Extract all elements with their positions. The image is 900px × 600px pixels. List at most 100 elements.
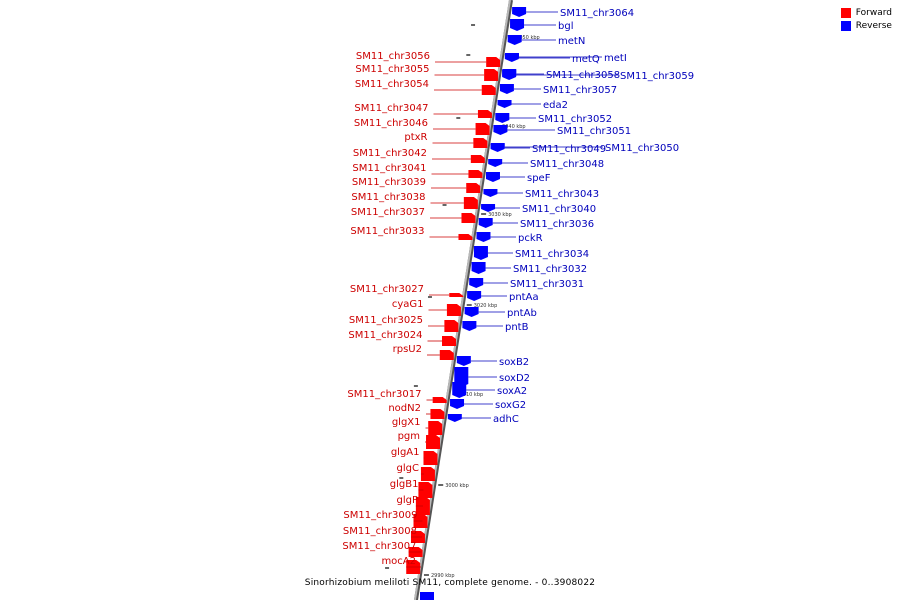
forward-gene-SM11_chr3024: [442, 336, 457, 346]
label-eda2: eda2: [543, 100, 568, 111]
label-cyaG1: cyaG1: [392, 299, 424, 310]
label-SM11_chr3036: SM11_chr3036: [520, 219, 594, 230]
forward-gene-SM11_chr3038: [463, 197, 478, 209]
forward-gene-SM11_chr3039: [466, 183, 481, 193]
label-SM11_chr3034: SM11_chr3034: [515, 249, 589, 260]
legend-reverse-swatch: [840, 21, 851, 31]
label-SM11_chr3038: SM11_chr3038: [351, 192, 425, 203]
label-SM11_chr3043: SM11_chr3043: [525, 189, 599, 200]
reverse-gene-SM11_chr3059: [502, 70, 517, 80]
label-SM11_chr3041: SM11_chr3041: [352, 163, 426, 174]
label-SM11_chr3025: SM11_chr3025: [349, 315, 423, 326]
legend-reverse: Reverse: [840, 21, 892, 31]
label-soxA2: soxA2: [497, 386, 527, 397]
label-soxB2: soxB2: [499, 357, 529, 368]
label-SM11_chr3033: SM11_chr3033: [350, 226, 424, 237]
label-pntAa: pntAa: [509, 292, 539, 303]
forward-gene-SM11_chr3037: [461, 213, 476, 223]
reverse-gene-soxA2: [452, 382, 467, 398]
reverse-gene-eda2: [497, 100, 512, 108]
label-SM11_chr3008: SM11_chr3008: [343, 526, 417, 537]
tick-label: 3000 kbp: [445, 483, 469, 489]
label-rpsU2: rpsU2: [393, 344, 422, 355]
reverse-gene-SM11_chr3034: [473, 246, 488, 260]
legend-forward-label: Forward: [855, 8, 892, 18]
forward-gene-glgX1: [428, 421, 443, 435]
forward-gene-SM11_chr3046: [475, 123, 490, 135]
label-pckR: pckR: [518, 233, 543, 244]
forward-gene-rpsU2: [439, 350, 454, 360]
label-SM11_chr3048: SM11_chr3048: [530, 159, 604, 170]
reverse-gene-SM11_chr3043: [483, 189, 498, 197]
label-SM11_chr3024: SM11_chr3024: [348, 330, 422, 341]
label-SM11_chr3042: SM11_chr3042: [353, 148, 427, 159]
tick-label: 2990 kbp: [431, 573, 455, 579]
forward-gene-SM11_chr3017: [432, 397, 447, 403]
label-glgA1: glgA1: [391, 447, 420, 458]
label-SM11_chr3047: SM11_chr3047: [354, 103, 428, 114]
label-glgC: glgC: [397, 463, 419, 474]
label-SM11_chr3054: SM11_chr3054: [355, 79, 429, 90]
reverse-gene-SM11_chr3031: [469, 278, 484, 288]
label-SM11_chr3027: SM11_chr3027: [350, 284, 424, 295]
reverse-gene-metI: [504, 53, 519, 61]
label-soxD2: soxD2: [499, 373, 530, 384]
label-SM11_chr3051: SM11_chr3051: [557, 126, 631, 137]
label-SM11_chr3009: SM11_chr3009: [343, 510, 417, 521]
tick-label: 3050 kbp: [516, 35, 540, 41]
reverse-gene-SM11_chr3032: [471, 262, 486, 274]
reverse-gene-SM11_chr3050: [490, 143, 505, 151]
label-SM11_chr3017: SM11_chr3017: [347, 389, 421, 400]
tick-label: 3020 kbp: [474, 303, 498, 309]
label-glgP: glgP: [396, 495, 418, 506]
reverse-gene-bgl: [510, 19, 525, 31]
forward-gene-pgm: [426, 435, 441, 449]
forward-gene-glgB1: [418, 482, 433, 498]
forward-gene-SM11_chr3041: [468, 170, 483, 178]
label-SM11_chr3046: SM11_chr3046: [354, 118, 428, 129]
reverse-gene-SM11_chr3057: [499, 84, 514, 94]
forward-gene-SM11_chr3056: [486, 57, 501, 67]
legend-forward: Forward: [840, 8, 892, 18]
forward-gene-SM11_chr3047: [477, 110, 492, 118]
reverse-gene-speF: [485, 172, 500, 182]
tick-label: 3030 kbp: [488, 212, 512, 218]
genome-caption: Sinorhizobium meliloti SM11, complete ge…: [304, 578, 596, 588]
label-glgX1: glgX1: [392, 417, 421, 428]
forward-gene-SM11_chr3033: [458, 234, 473, 240]
reverse-gene-adhC: [447, 414, 462, 422]
reverse-gene-bottom: [420, 592, 434, 600]
forward-gene-SM11_chr3025: [444, 320, 459, 332]
forward-gene-glgA1: [423, 451, 438, 465]
reverse-gene-pckR: [476, 232, 491, 242]
label-speF: speF: [527, 173, 551, 184]
label-adhC: adhC: [493, 414, 519, 425]
reverse-gene-SM11_chr3052: [495, 113, 510, 123]
forward-gene-SM11_chr3055: [484, 69, 499, 81]
reverse-gene-SM11_chr3048: [488, 159, 503, 167]
reverse-gene-SM11_chr3036: [478, 218, 493, 228]
label-glgB1: glgB1: [390, 479, 419, 490]
label-pntB: pntB: [505, 322, 529, 333]
reverse-gene-SM11_chr3064: [512, 7, 527, 17]
label-SM11_chr3039: SM11_chr3039: [352, 177, 426, 188]
label-nodN2: nodN2: [388, 403, 421, 414]
label-ptxR: ptxR: [404, 132, 427, 143]
label-mocA2: mocA2: [381, 556, 416, 567]
label-SM11_chr3055: SM11_chr3055: [355, 64, 429, 75]
label-SM11_chr3058: SM11_chr3058: [546, 70, 620, 81]
tick-label: 3010 kbp: [460, 392, 484, 398]
label-SM11_chr3056: SM11_chr3056: [356, 51, 430, 62]
label-metQ: metQ: [572, 54, 600, 65]
reverse-gene-pntB: [462, 321, 477, 331]
label-SM11_chr3052: SM11_chr3052: [538, 114, 612, 125]
label-SM11_chr3064: SM11_chr3064: [560, 8, 634, 19]
reverse-gene-SM11_chr3040: [481, 204, 496, 212]
label-metN: metN: [558, 36, 585, 47]
label-soxG2: soxG2: [495, 400, 526, 411]
legend: Forward Reverse: [840, 8, 892, 34]
forward-gene-SM11_chr3054: [481, 85, 496, 95]
label-SM11_chr3031: SM11_chr3031: [510, 279, 584, 290]
forward-gene-SM11_chr3027: [449, 293, 464, 297]
